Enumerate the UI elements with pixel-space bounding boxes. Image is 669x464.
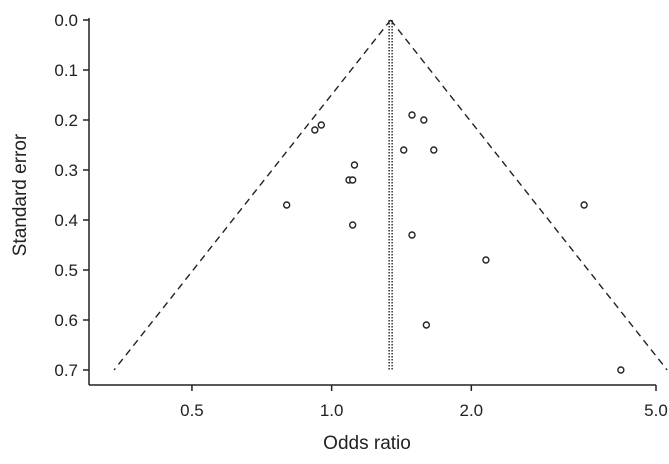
x-axis-title: Odds ratio	[323, 433, 411, 454]
study-point	[317, 121, 326, 129]
x-tick-label: 0.5	[180, 401, 204, 420]
y-tick-label: 0.1	[54, 61, 78, 80]
study-point	[282, 201, 291, 209]
funnel-right-limit	[390, 19, 668, 371]
y-tick-label: 0.4	[54, 211, 78, 230]
study-point	[311, 126, 319, 134]
study-point	[482, 256, 490, 264]
x-tick-label: 2.0	[460, 401, 484, 420]
pooled-estimate	[388, 20, 393, 370]
study-point	[580, 201, 588, 209]
study-points	[282, 111, 625, 374]
study-point	[348, 221, 357, 229]
y-axis-title: Standard error	[10, 133, 31, 256]
y-tick-label: 0.0	[54, 11, 78, 30]
y-tick-label: 0.6	[54, 311, 78, 330]
study-point	[617, 366, 625, 374]
study-point	[408, 111, 416, 119]
study-point	[430, 146, 438, 154]
funnel-limits	[113, 19, 668, 371]
x-axis-ticks: 0.5 1.0 2.0 5.0	[180, 385, 668, 420]
study-point	[350, 161, 359, 169]
study-point	[348, 176, 357, 184]
y-tick-label: 0.7	[54, 361, 78, 380]
funnel-left-limit	[113, 19, 392, 371]
x-tick-label: 1.0	[320, 401, 344, 420]
y-tick-label: 0.3	[54, 161, 78, 180]
study-point	[400, 146, 408, 154]
y-tick-label: 0.2	[54, 111, 78, 130]
x-tick-label: 5.0	[644, 401, 668, 420]
y-axis-ticks: 0.0 0.1 0.2 0.3 0.4 0.5 0.6 0.7	[54, 11, 89, 380]
study-point	[422, 321, 431, 329]
y-tick-label: 0.5	[54, 261, 78, 280]
study-point	[408, 231, 416, 239]
study-point	[420, 116, 428, 124]
